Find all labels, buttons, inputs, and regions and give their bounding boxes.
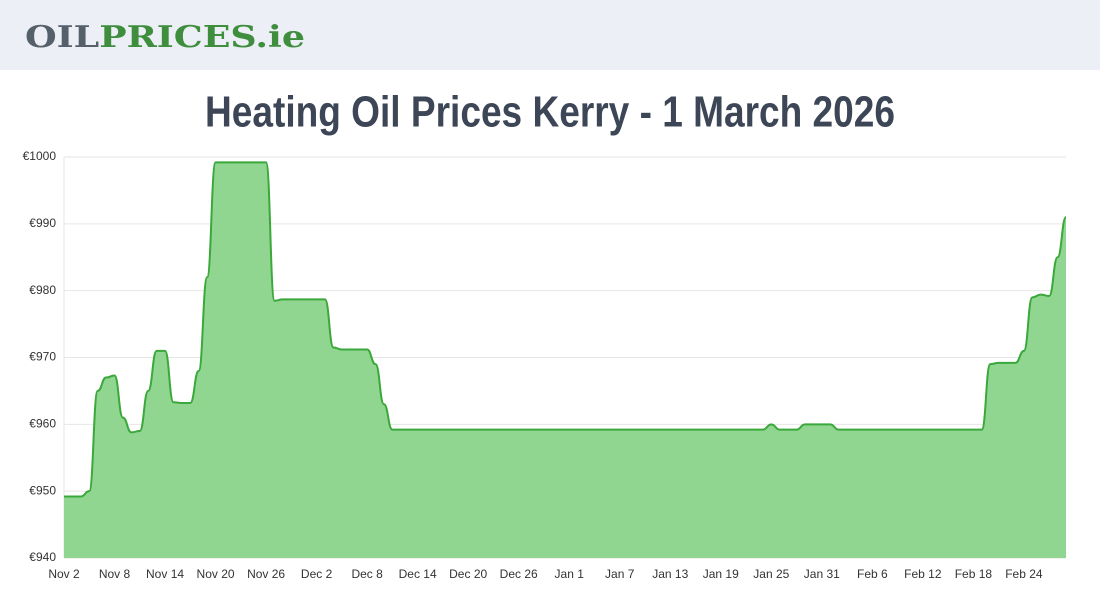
y-tick-label: €960 [29, 417, 56, 431]
x-tick-label: Dec 14 [399, 567, 437, 581]
y-tick-label: €970 [29, 350, 56, 364]
x-tick-label: Feb 12 [904, 567, 942, 581]
x-tick-label: Jan 7 [605, 567, 635, 581]
y-tick-label: €1000 [23, 149, 57, 163]
x-tick-label: Feb 6 [857, 567, 888, 581]
x-tick-label: Jan 13 [652, 567, 688, 581]
x-tick-label: Dec 20 [449, 567, 487, 581]
x-tick-label: Dec 2 [301, 567, 333, 581]
x-tick-label: Nov 8 [99, 567, 131, 581]
x-tick-label: Dec 8 [351, 567, 383, 581]
area-fill [64, 162, 1066, 558]
x-tick-label: Feb 18 [955, 567, 993, 581]
x-tick-label: Dec 26 [500, 567, 538, 581]
x-tick-label: Jan 31 [804, 567, 840, 581]
header-bar [0, 0, 1100, 70]
x-tick-label: Jan 19 [703, 567, 739, 581]
logo-light: PRICES.ie [99, 20, 305, 55]
chart-title: Heating Oil Prices Kerry - 1 March 2026 [205, 88, 895, 137]
x-tick-label: Nov 2 [48, 567, 80, 581]
y-tick-label: €980 [29, 283, 56, 297]
price-line [64, 161, 1067, 498]
x-tick-label: Jan 1 [555, 567, 585, 581]
x-tick-label: Feb 24 [1005, 567, 1043, 581]
y-tick-label: €990 [29, 216, 56, 230]
logo-dark: OIL [25, 20, 99, 55]
logo[interactable]: OIL PRICES.ie [25, 20, 305, 55]
y-tick-label: €950 [29, 483, 56, 497]
plot: €940 €950 €960 €970 €980 €990 €1000 Nov 2 Nov 8 N… [23, 149, 1067, 581]
x-tick-label: Nov 14 [146, 567, 184, 581]
y-tick-label: €940 [29, 550, 56, 564]
x-tick-label: Jan 25 [753, 567, 789, 581]
x-tick-label: Nov 26 [247, 567, 285, 581]
x-tick-label: Nov 20 [197, 567, 235, 581]
